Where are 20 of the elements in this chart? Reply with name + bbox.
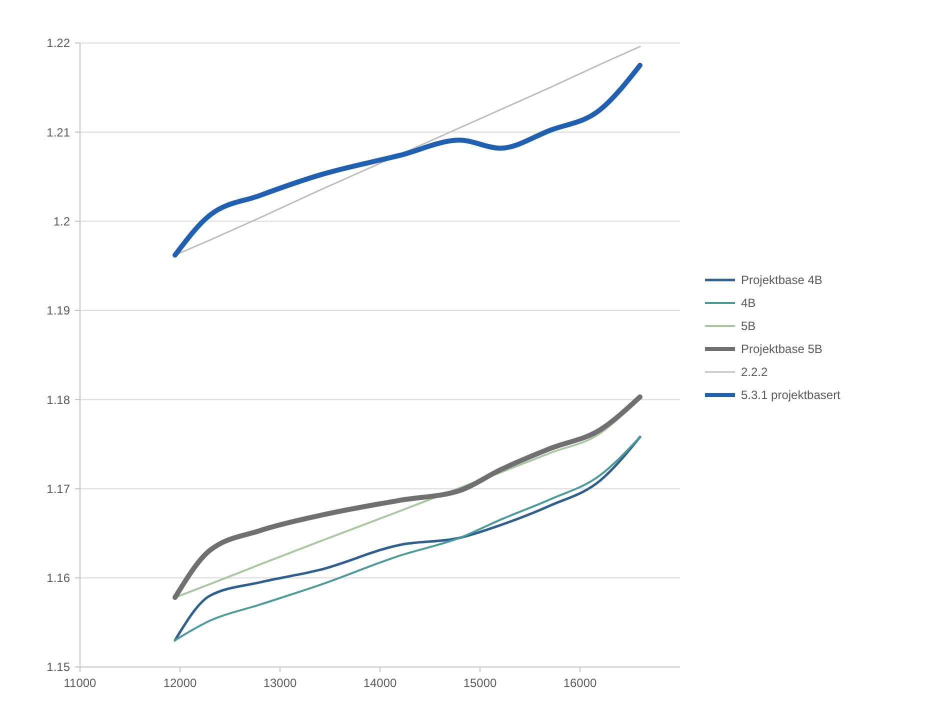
y-tick-label: 1.18 (46, 392, 70, 407)
y-tick-label: 1.19 (46, 304, 70, 318)
y-tick-label: 1.16 (46, 571, 70, 586)
legend-label: Projektbase 5B (741, 342, 822, 356)
y-tick-label: 1.2 (53, 214, 70, 228)
x-tick-label: 12000 (163, 676, 198, 690)
legend-label: 4B (741, 296, 756, 310)
legend-label: Projektbase 4B (741, 273, 822, 288)
x-tick-label: 13000 (263, 676, 298, 690)
x-tick-label: 16000 (563, 676, 598, 690)
y-tick-label: 1.17 (46, 482, 70, 496)
legend-label: 5.3.1 projektbasert (741, 388, 842, 402)
x-tick-label: 14000 (363, 676, 398, 690)
legend-label: 5B (741, 319, 756, 334)
y-tick-label: 1.22 (46, 36, 70, 50)
x-tick-label: 15000 (463, 676, 498, 690)
y-tick-label: 1.21 (46, 125, 70, 140)
legend-label: 2.2.2 (741, 365, 768, 380)
x-tick-label: 11000 (64, 676, 97, 690)
y-tick-label: 1.15 (46, 660, 70, 674)
